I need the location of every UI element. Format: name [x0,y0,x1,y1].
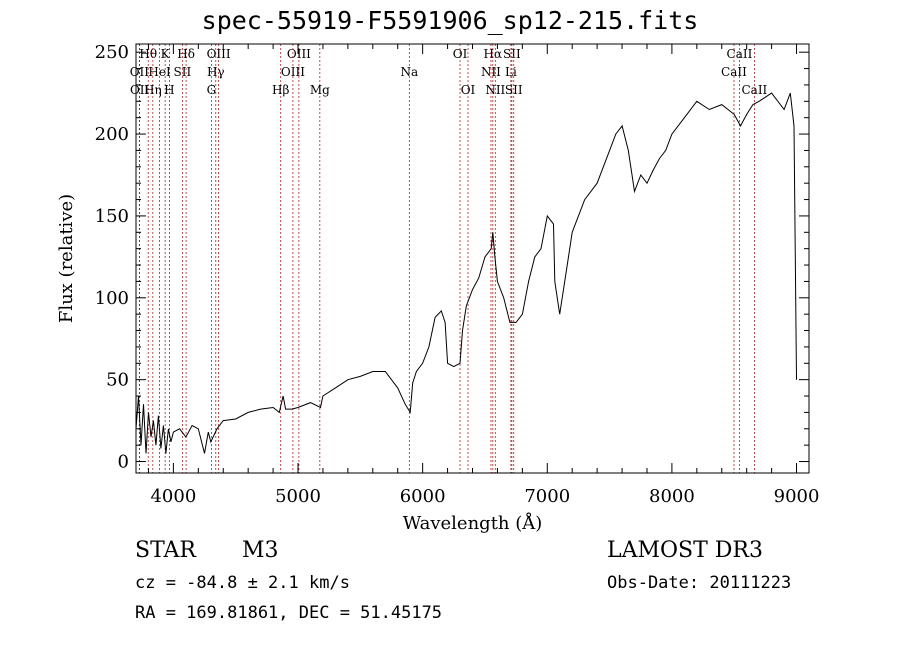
line-label: K [161,47,171,61]
x-tick-label: 4000 [150,486,196,507]
line-label: OI [461,83,476,97]
line-label: HeI [148,65,171,79]
line-label: SII [174,65,192,79]
line-label: NII [481,65,501,79]
line-label: OI [453,47,468,61]
line-label: OIII [287,47,311,61]
x-tick-label: 7000 [524,486,570,507]
line-label: Hη [144,83,162,97]
x-tick-label: 8000 [649,486,695,507]
line-label: Li [505,65,517,79]
y-tick-label: 0 [118,452,129,473]
line-label: CaII [721,65,747,79]
coordinates: RA = 169.81861, DEC = 51.45175 [135,603,443,623]
line-label: CaII [741,83,767,97]
y-tick-label: 100 [95,288,129,309]
y-tick-label: 150 [95,206,129,227]
line-label: Hδ [177,47,195,61]
line-label: NII [485,83,505,97]
line-label: SII [503,47,521,61]
y-tick-label: 200 [95,124,129,145]
redshift-value: cz = -84.8 ± 2.1 km/s [135,573,350,593]
y-tick-label: 250 [95,42,129,63]
line-label: Hθ [139,47,157,61]
line-label: OIII [207,47,231,61]
y-tick-label: 50 [106,370,129,391]
line-label: Mg [310,83,330,97]
x-axis-label: Wavelength (Å) [403,512,543,534]
line-label: Hβ [272,83,289,97]
object-subclass: M3 [242,538,279,563]
line-label: OII [130,83,150,97]
line-label: CaII [727,47,753,61]
chart-title: spec-55919-F5591906_sp12-215.fits [201,6,699,35]
object-class: STAR [135,538,196,563]
y-axis-label: Flux (relative) [56,194,77,323]
survey-name: LAMOST DR3 [607,538,763,563]
line-label: H [164,83,174,97]
line-label: G [207,83,217,97]
x-tick-label: 6000 [400,486,446,507]
line-label: Hγ [207,65,225,79]
line-label: OIII [281,65,305,79]
spectrum-line [135,92,797,454]
x-tick-label: 9000 [774,486,820,507]
observation-date: Obs-Date: 20111223 [607,573,792,593]
line-label: SII [505,83,523,97]
line-label: Hα [484,47,503,61]
x-tick-label: 5000 [275,486,321,507]
line-label: Na [400,65,418,79]
